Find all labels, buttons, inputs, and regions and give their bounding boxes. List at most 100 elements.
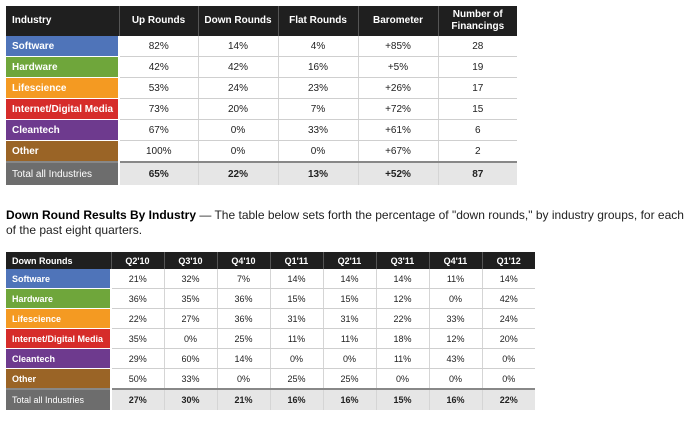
table-cell: 0% bbox=[429, 288, 483, 309]
table-header-row: Industry Up Rounds Down Rounds Flat Roun… bbox=[6, 6, 517, 36]
table-cell: +61% bbox=[358, 119, 439, 141]
table-cell: 25% bbox=[217, 328, 271, 349]
table-cell: 25% bbox=[270, 368, 324, 390]
total-cell: 21% bbox=[217, 388, 271, 410]
table-cell: +26% bbox=[358, 77, 439, 99]
total-row: Total all Industries 65% 22% 13% +52% 87 bbox=[6, 161, 517, 185]
table-cell: 7% bbox=[278, 98, 359, 120]
column-header: Q2'11 bbox=[323, 252, 377, 269]
column-header: Down Rounds bbox=[198, 6, 279, 36]
table-cell: 11% bbox=[429, 269, 483, 289]
table-row: Internet/Digital Media 35% 0% 25% 11% 11% 18% 1… bbox=[6, 328, 535, 349]
table-cell: 24% bbox=[198, 77, 279, 99]
table-cell: 19 bbox=[438, 56, 517, 78]
total-cell: 16% bbox=[270, 388, 324, 410]
table-header-row: Down Rounds Q2'10 Q3'10 Q4'10 Q1'11 Q2'1… bbox=[6, 252, 535, 269]
total-cell: 15% bbox=[376, 388, 430, 410]
table-cell: 53% bbox=[119, 77, 199, 99]
table-cell: 2 bbox=[438, 140, 517, 163]
table-cell: 31% bbox=[270, 308, 324, 329]
column-header: Industry bbox=[6, 6, 120, 36]
table-cell: 33% bbox=[164, 368, 218, 390]
table-cell: 28 bbox=[438, 36, 517, 57]
table-row: Cleantech 29% 60% 14% 0% 0% 11% 43% 0% bbox=[6, 348, 535, 369]
table-cell: 11% bbox=[323, 328, 377, 349]
financing-results-table: Industry Up Rounds Down Rounds Flat Roun… bbox=[6, 6, 517, 185]
table-caption: Down Round Results By Industry — The tab… bbox=[6, 208, 686, 238]
table-row: Internet/Digital Media 73% 20% 7% +72% 15 bbox=[6, 98, 517, 120]
total-row: Total all Industries 27% 30% 21% 16% 16% 15% 16… bbox=[6, 388, 535, 410]
table-cell: 32% bbox=[164, 269, 218, 289]
table-cell: 50% bbox=[111, 368, 165, 390]
industry-label: Software bbox=[6, 36, 120, 57]
industry-label: Other bbox=[6, 140, 120, 163]
table-cell: 20% bbox=[198, 98, 279, 120]
total-label: Total all Industries bbox=[6, 161, 120, 185]
column-header: Number of Financings bbox=[438, 6, 517, 36]
table-cell: 11% bbox=[270, 328, 324, 349]
column-header: Q3'10 bbox=[164, 252, 218, 269]
table-cell: 0% bbox=[323, 348, 377, 369]
table-row: Software 82% 14% 4% +85% 28 bbox=[6, 36, 517, 57]
table-cell: +67% bbox=[358, 140, 439, 163]
industry-label: Hardware bbox=[6, 56, 120, 78]
column-header: Q2'10 bbox=[111, 252, 165, 269]
table-cell: 0% bbox=[198, 140, 279, 163]
table-cell: 33% bbox=[278, 119, 359, 141]
table-cell: 12% bbox=[429, 328, 483, 349]
total-cell: 30% bbox=[164, 388, 218, 410]
industry-label: Hardware bbox=[6, 288, 112, 309]
table-cell: 0% bbox=[217, 368, 271, 390]
table-row: Other 50% 33% 0% 25% 25% 0% 0% 0% bbox=[6, 368, 535, 390]
down-rounds-by-quarter-table: Down Rounds Q2'10 Q3'10 Q4'10 Q1'11 Q2'1… bbox=[6, 252, 535, 410]
table-cell: 0% bbox=[482, 348, 535, 369]
table-cell: 6 bbox=[438, 119, 517, 141]
table-cell: 35% bbox=[111, 328, 165, 349]
table-row: Hardware 36% 35% 36% 15% 15% 12% 0% 42% bbox=[6, 288, 535, 309]
total-label: Total all Industries bbox=[6, 388, 112, 410]
column-header: Up Rounds bbox=[119, 6, 199, 36]
table-cell: 33% bbox=[429, 308, 483, 329]
table-row: Hardware 42% 42% 16% +5% 19 bbox=[6, 56, 517, 78]
total-cell: 65% bbox=[119, 161, 199, 185]
table-cell: 14% bbox=[217, 348, 271, 369]
table-cell: 14% bbox=[198, 36, 279, 57]
table-cell: 0% bbox=[270, 348, 324, 369]
industry-label: Lifescience bbox=[6, 77, 120, 99]
table-cell: 0% bbox=[376, 368, 430, 390]
table-cell: 36% bbox=[217, 308, 271, 329]
table-cell: 0% bbox=[164, 328, 218, 349]
table-cell: 11% bbox=[376, 348, 430, 369]
table-cell: 22% bbox=[111, 308, 165, 329]
total-cell: 16% bbox=[323, 388, 377, 410]
table-cell: 25% bbox=[323, 368, 377, 390]
table-row: Cleantech 67% 0% 33% +61% 6 bbox=[6, 119, 517, 141]
table-cell: +72% bbox=[358, 98, 439, 120]
table-cell: 17 bbox=[438, 77, 517, 99]
total-cell: 27% bbox=[111, 388, 165, 410]
industry-label: Internet/Digital Media bbox=[6, 98, 120, 120]
total-cell: 22% bbox=[482, 388, 535, 410]
table-cell: +5% bbox=[358, 56, 439, 78]
table-cell: 31% bbox=[323, 308, 377, 329]
table-cell: 14% bbox=[270, 269, 324, 289]
total-cell: 22% bbox=[198, 161, 279, 185]
table-cell: 0% bbox=[278, 140, 359, 163]
table-cell: 36% bbox=[111, 288, 165, 309]
table-cell: 15% bbox=[323, 288, 377, 309]
table-cell: 0% bbox=[198, 119, 279, 141]
table-cell: 21% bbox=[111, 269, 165, 289]
table-cell: 42% bbox=[482, 288, 535, 309]
table-row: Other 100% 0% 0% +67% 2 bbox=[6, 140, 517, 163]
table-cell: 67% bbox=[119, 119, 199, 141]
table-cell: 42% bbox=[119, 56, 199, 78]
table-cell: 82% bbox=[119, 36, 199, 57]
column-header: Down Rounds bbox=[6, 252, 112, 269]
industry-label: Other bbox=[6, 368, 112, 390]
column-header: Q1'12 bbox=[482, 252, 535, 269]
table-cell: 22% bbox=[376, 308, 430, 329]
table-cell: 15% bbox=[270, 288, 324, 309]
table-cell: 14% bbox=[482, 269, 535, 289]
table-cell: 43% bbox=[429, 348, 483, 369]
industry-label: Cleantech bbox=[6, 348, 112, 369]
